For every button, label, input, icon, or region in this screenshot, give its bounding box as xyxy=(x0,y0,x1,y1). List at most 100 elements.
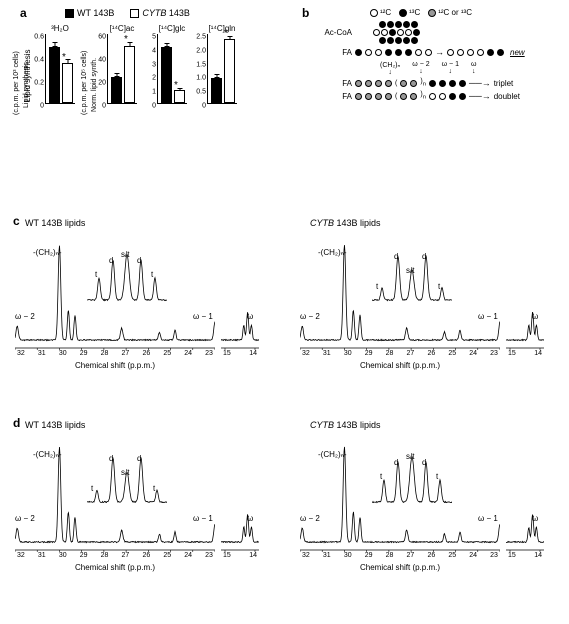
label-omega1r-c-right: ω − 1 xyxy=(478,312,498,321)
panel-a: WT 143B CYTB 143B ³H₂O 0 0.2 0.4 0.6 * L… xyxy=(15,8,295,104)
row-fa-triplet: FA ()n ──→ triplet xyxy=(310,78,560,88)
xticks-right-c-right: 1514 xyxy=(506,350,544,357)
inset-label-c-left-2: d xyxy=(137,256,141,265)
omega-arrows: (CH₂)ₙ↓ ω − 2↓ ω − 1↓ ω↓ xyxy=(380,61,560,76)
b-legend-13c: ¹³C xyxy=(399,8,420,17)
panel-b-legend: ¹²C ¹³C ¹²C or ¹³C xyxy=(370,8,560,17)
inset-label-c-right-0: d xyxy=(394,252,398,261)
label-ch2-c-right: -(CH₂)ₙ- xyxy=(318,248,347,257)
spec-title-d-right: CYTB 143B lipids xyxy=(310,420,550,430)
ch2n-label: (CH₂)ₙ↓ xyxy=(380,61,400,76)
spec-title-d-left: WT 143B lipids xyxy=(25,420,265,430)
label-omega1r-d-left: ω − 1 xyxy=(193,514,213,523)
inset-label-c-left-3: t xyxy=(151,270,153,279)
legend-cytb-text: CYTB 143B xyxy=(142,8,190,18)
bar-gln-wt xyxy=(211,78,222,103)
chart2-title: [¹⁴C]ac xyxy=(107,24,137,33)
b-legend-mixed: ¹²C or ¹³C xyxy=(428,8,472,17)
legend-wt-text: WT 143B xyxy=(77,8,114,18)
ylabel-2-line1: (c.p.m. per 10⁵ cells) xyxy=(81,51,88,115)
label-omega2-d-right: ω − 2 xyxy=(300,514,320,523)
inset-svg-d-right xyxy=(372,454,452,506)
bar-h2o-wt xyxy=(49,47,60,103)
chart1-axes: 0 0.2 0.4 0.6 * xyxy=(45,34,75,104)
inset-label-d-left-4: t xyxy=(153,484,155,493)
chart-h2o: ³H₂O 0 0.2 0.4 0.6 * Lipid synthesis xyxy=(45,24,75,104)
inset-label-d-left-3: t xyxy=(91,484,93,493)
label-omega2-c-right: ω − 2 xyxy=(300,312,320,321)
panel-b-label: b xyxy=(302,6,309,20)
arrow-doublet: ──→ xyxy=(469,91,491,101)
arrow1: → xyxy=(435,47,444,57)
inset-label-d-right-0: t xyxy=(380,472,382,481)
row-fa-doublet: FA ()n ──→ doublet xyxy=(310,91,560,101)
ylabel-1-line2: Lipid synthesis xyxy=(23,62,30,108)
spec-right-d-right xyxy=(506,432,544,552)
chart-gln: [¹⁴C]gln 0 0.5 1.0 1.5 2.0 2.5 * xyxy=(207,24,237,104)
spec-title-c-left: WT 143B lipids xyxy=(25,218,265,228)
xticks-right-d-left: 1514 xyxy=(221,552,259,559)
inset-d-left: dds/ttt xyxy=(87,454,167,506)
inset-label-c-left-1: d xyxy=(109,256,113,265)
inset-c-left: tddts/t xyxy=(87,252,167,304)
panel-c-label: c xyxy=(13,214,20,228)
inset-label-c-right-1: d xyxy=(422,252,426,261)
inset-c-right: dds/ttt xyxy=(372,252,452,304)
bar-ac-wt xyxy=(111,77,122,103)
omega-1-arrow: ω − 1↓ xyxy=(442,61,459,76)
inset-label-d-right-2: d xyxy=(422,458,426,467)
inset-svg-d-left xyxy=(87,454,167,506)
b-legend-12c: ¹²C xyxy=(370,8,391,17)
xlabel-c-right: Chemical shift (p.p.m.) xyxy=(300,361,500,370)
star1: * xyxy=(62,52,66,63)
doublet-label: doublet xyxy=(494,92,520,101)
new-label: new xyxy=(510,48,525,57)
inset-svg-c-right xyxy=(372,252,452,304)
accoa-dots xyxy=(355,21,420,44)
xticks-right-d-right: 1514 xyxy=(506,552,544,559)
panel-d-label: d xyxy=(13,416,20,430)
chart2-axes: 0 20 40 60 * xyxy=(107,34,137,104)
xticks-main-c-left: 32313029282726252423 xyxy=(15,350,215,357)
label-omega-d-right: ω xyxy=(532,514,538,523)
spectrum-d-left: d WT 143B lipids -(CH₂)ₙ- ω − 2 ω − 1 ω xyxy=(15,420,265,578)
spectrum-c-right: CYTB 143B lipids -(CH₂)ₙ- ω − 2 ω − 1 ω xyxy=(300,218,550,376)
label-ch2-c-left: -(CH₂)ₙ- xyxy=(33,248,62,257)
inset-label-c-left-4: s/t xyxy=(121,250,129,259)
chart3-title: [¹⁴C]glc xyxy=(157,24,187,33)
inset-label-d-left-1: d xyxy=(137,454,141,463)
legend-wt: WT 143B xyxy=(65,8,114,18)
swatch-white xyxy=(130,9,139,18)
bar-gln-cytb xyxy=(224,39,235,103)
chart4-axes: 0 0.5 1.0 1.5 2.0 2.5 * xyxy=(207,34,237,104)
spectrum-d-right: CYTB 143B lipids -(CH₂)ₙ- ω − 2 ω − 1 ω xyxy=(300,420,550,578)
inset-d-right: tddts/t xyxy=(372,454,452,506)
bar-h2o-cytb xyxy=(62,63,73,103)
inset-label-d-right-1: d xyxy=(394,458,398,467)
inset-svg-c-left xyxy=(87,252,167,304)
panel-b: ¹²C ¹³C ¹²C or ¹³C Ac-CoA FA → new (CH₂)… xyxy=(310,8,560,104)
xticks-main-d-right: 32313029282726252423 xyxy=(300,552,500,559)
label-omega-c-left: ω xyxy=(247,312,253,321)
star3: * xyxy=(174,80,178,91)
triplet-label: triplet xyxy=(494,79,514,88)
xlabel-d-left: Chemical shift (p.p.m.) xyxy=(15,563,215,572)
inset-label-d-right-4: s/t xyxy=(406,452,414,461)
spec-title-c-right: CYTB 143B lipids xyxy=(310,218,550,228)
spectrum-c-left: c WT 143B lipids -(CH₂)ₙ- ω − 2 ω − 1 ω xyxy=(15,218,265,376)
row-fa1: FA → new xyxy=(310,47,560,57)
label-ch2-d-right: -(CH₂)ₙ- xyxy=(318,450,347,459)
chart-glc: [¹⁴C]glc 0 1 2 3 4 5 * xyxy=(157,24,187,104)
label-omega-d-left: ω xyxy=(247,514,253,523)
bar-ac-cytb xyxy=(124,46,135,103)
row-accoa: Ac-CoA xyxy=(310,21,560,44)
xticks-main-c-right: 32313029282726252423 xyxy=(300,350,500,357)
ylabel-2-line2: Norm. lipid synth. xyxy=(91,58,98,112)
legend-cytb: CYTB 143B xyxy=(130,8,190,18)
label-omega2-d-left: ω − 2 xyxy=(15,514,35,523)
spec-right-c-right xyxy=(506,230,544,350)
charts-row: ³H₂O 0 0.2 0.4 0.6 * Lipid synthesis [¹⁴… xyxy=(15,24,295,104)
spec-right-d-left xyxy=(221,432,259,552)
omega-2-arrow: ω − 2↓ xyxy=(412,61,429,76)
spec-right-c-left xyxy=(221,230,259,350)
